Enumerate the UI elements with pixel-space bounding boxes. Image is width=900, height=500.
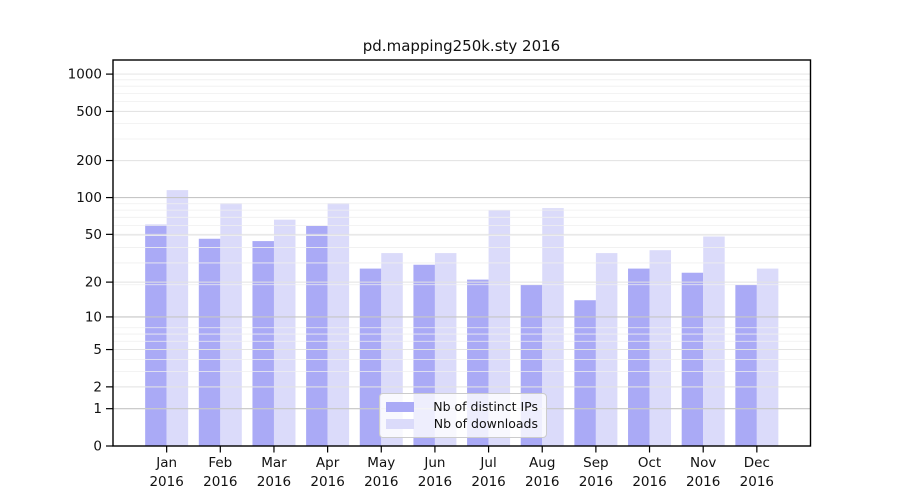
bar-distinct-ips-may — [359, 268, 382, 446]
bar-distinct-ips-dec — [735, 284, 757, 446]
y-tick-label-200: 200 — [76, 153, 102, 169]
x-tick-label-year-may: 2016 — [364, 474, 398, 490]
legend-label-distinct-ips: Nb of distinct IPs — [433, 399, 538, 414]
x-tick-label-month-jul: Jul — [479, 455, 496, 471]
bar-downloads-mar — [273, 219, 296, 446]
x-tick-label-month-aug: Aug — [529, 455, 555, 471]
legend-item-downloads: Nb of downloads — [386, 416, 538, 432]
x-tick-label-year-dec: 2016 — [740, 474, 774, 490]
x-tick-label-month-dec: Dec — [744, 455, 770, 471]
y-tick-label-500: 500 — [76, 104, 102, 120]
bar-distinct-ips-mar — [252, 241, 274, 446]
y-tick-label-1: 1 — [93, 401, 102, 417]
x-tick-label-month-oct: Oct — [638, 455, 661, 471]
x-tick-label-year-jun: 2016 — [418, 474, 452, 490]
x-tick-label-month-apr: Apr — [316, 455, 340, 471]
x-tick-label-month-jan: Jan — [155, 455, 177, 471]
x-tick-label-month-may: May — [367, 455, 395, 471]
x-tick-label-year-oct: 2016 — [632, 474, 666, 490]
bar-downloads-oct — [649, 250, 672, 446]
chart-title: pd.mapping250k.sty 2016 — [362, 37, 561, 55]
x-tick-label-year-sep: 2016 — [579, 474, 613, 490]
y-tick-label-20: 20 — [85, 275, 102, 291]
legend-item-distinct-ips: Nb of distinct IPs — [386, 399, 538, 415]
y-tick-label-1000: 1000 — [68, 67, 102, 83]
bar-distinct-ips-apr — [306, 225, 328, 446]
y-tick-label-100: 100 — [76, 190, 102, 206]
y-tick-label-50: 50 — [85, 227, 102, 243]
bar-distinct-ips-feb — [198, 238, 221, 446]
x-tick-label-year-jan: 2016 — [149, 474, 183, 490]
x-tick-label-year-jul: 2016 — [471, 474, 505, 490]
x-tick-label-year-apr: 2016 — [310, 474, 344, 490]
plot-border — [112, 59, 812, 447]
legend: Nb of distinct IPs Nb of downloads — [379, 392, 547, 438]
bar-distinct-ips-jan — [145, 224, 167, 446]
x-tick-label-month-mar: Mar — [261, 455, 287, 471]
legend-swatch-downloads — [386, 418, 414, 429]
x-tick-label-year-mar: 2016 — [257, 474, 291, 490]
y-tick-label-0: 0 — [93, 439, 102, 455]
x-tick-label-year-feb: 2016 — [203, 474, 237, 490]
y-tick-label-2: 2 — [93, 379, 102, 395]
x-tick-label-month-nov: Nov — [690, 455, 716, 471]
x-tick-label-month-jun: Jun — [423, 455, 445, 471]
y-tick-label-10: 10 — [85, 309, 102, 325]
bar-downloads-feb — [220, 203, 242, 446]
legend-label-downloads: Nb of downloads — [433, 416, 538, 431]
bar-distinct-ips-oct — [628, 268, 650, 446]
y-tick-label-5: 5 — [93, 342, 102, 358]
x-tick-label-year-nov: 2016 — [686, 474, 720, 490]
bar-downloads-jan — [166, 190, 189, 446]
bar-downloads-apr — [327, 203, 350, 446]
x-tick-label-month-sep: Sep — [583, 455, 608, 471]
bar-downloads-dec — [756, 268, 779, 446]
legend-swatch-distinct-ips — [386, 401, 414, 412]
x-tick-label-month-feb: Feb — [208, 455, 232, 471]
bar-distinct-ips-sep — [574, 300, 596, 446]
x-tick-label-year-aug: 2016 — [525, 474, 559, 490]
